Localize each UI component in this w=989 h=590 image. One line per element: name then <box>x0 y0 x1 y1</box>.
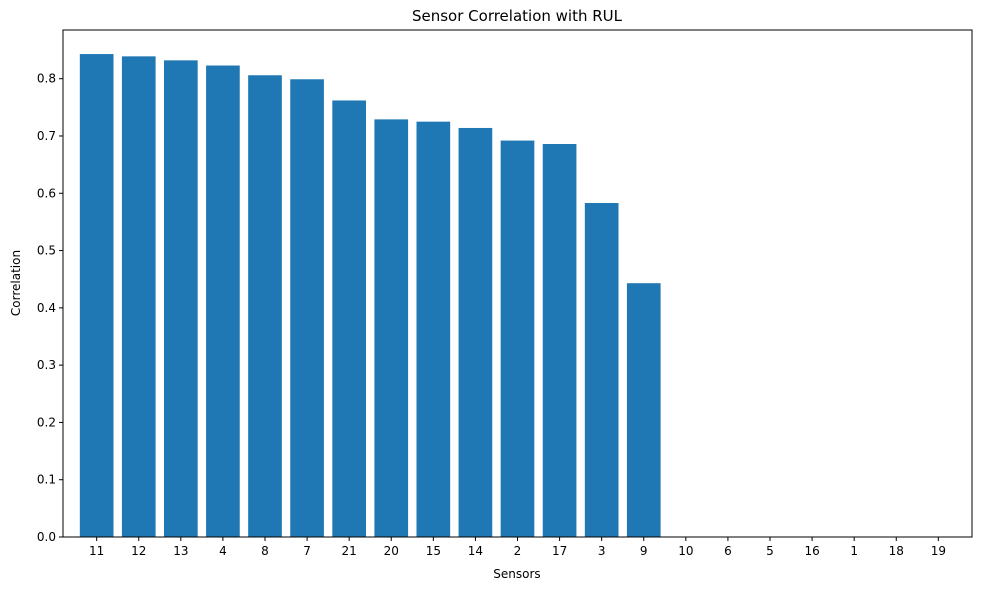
bar-sensor-17 <box>542 144 577 537</box>
bar-sensor-2 <box>500 140 535 537</box>
chart-title: Sensor Correlation with RUL <box>412 7 623 25</box>
y-tick-label: 0.7 <box>37 129 56 143</box>
y-tick-label: 0.6 <box>37 186 56 200</box>
x-axis-label: Sensors <box>493 567 540 581</box>
x-tick-label: 10 <box>678 544 693 558</box>
axes-frame <box>62 29 973 538</box>
bar-sensor-13 <box>164 60 198 538</box>
bars-group <box>79 54 661 538</box>
bar-sensor-15 <box>416 121 451 537</box>
x-tick-label: 8 <box>261 544 269 558</box>
x-tick-label: 15 <box>426 544 441 558</box>
x-tick-label: 19 <box>931 544 946 558</box>
x-tick-label: 2 <box>514 544 522 558</box>
x-tick-label: 12 <box>131 544 146 558</box>
bar-sensor-4 <box>206 65 240 538</box>
x-tick-label: 21 <box>342 544 357 558</box>
y-tick-label: 0.3 <box>37 358 56 372</box>
x-tick-label: 13 <box>173 544 188 558</box>
y-tick-label: 0.5 <box>37 244 56 258</box>
x-tick-label: 11 <box>89 544 104 558</box>
x-ticks-group: 11 12 13 4 8 7 21 20 15 14 2 17 3 9 10 6 5 16 1 18 19 <box>89 537 946 558</box>
x-tick-label: 20 <box>384 544 399 558</box>
bar-sensor-14 <box>458 127 493 538</box>
y-tick-label: 0.8 <box>37 72 56 86</box>
x-tick-label: 17 <box>552 544 567 558</box>
x-tick-label: 3 <box>598 544 606 558</box>
bar-sensor-7 <box>290 79 324 538</box>
x-tick-label: 16 <box>804 544 819 558</box>
y-tick-label: 0.0 <box>37 530 56 544</box>
x-tick-label: 1 <box>850 544 858 558</box>
x-tick-label: 14 <box>468 544 483 558</box>
bar-sensor-20 <box>374 119 409 538</box>
bar-sensor-12 <box>121 56 156 537</box>
y-tick-label: 0.2 <box>37 415 56 429</box>
bar-sensor-9 <box>626 283 661 537</box>
x-tick-label: 7 <box>303 544 311 558</box>
bar-sensor-8 <box>248 75 282 537</box>
x-tick-label: 4 <box>219 544 227 558</box>
x-tick-label: 5 <box>766 544 774 558</box>
y-tick-label: 0.4 <box>37 301 56 315</box>
x-tick-label: 6 <box>724 544 732 558</box>
y-tick-label: 0.1 <box>37 473 56 487</box>
y-ticks-group: 0.0 0.1 0.2 0.3 0.4 0.5 0.6 0.7 0.8 <box>37 72 63 544</box>
bar-sensor-21 <box>332 100 366 538</box>
x-tick-label: 9 <box>640 544 648 558</box>
x-tick-label: 18 <box>889 544 904 558</box>
bar-sensor-11 <box>79 54 114 538</box>
y-axis-label: Correlation <box>9 250 23 316</box>
bar-sensor-3 <box>584 203 619 537</box>
